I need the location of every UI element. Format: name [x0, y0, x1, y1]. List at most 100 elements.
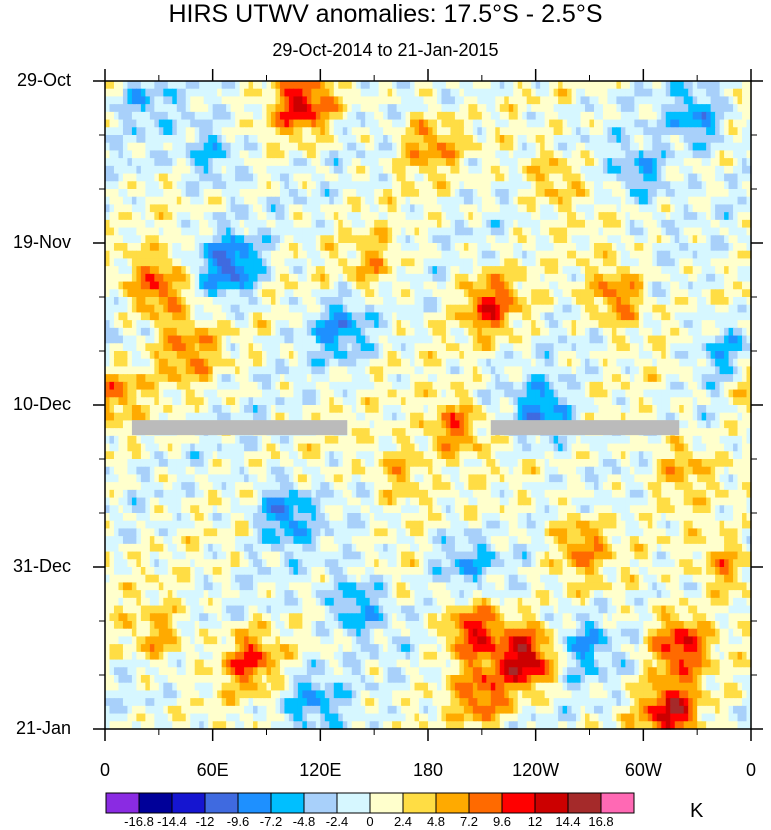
field-cell [360, 158, 366, 167]
field-cell [715, 165, 721, 175]
field-cell [392, 243, 398, 252]
field-cell [176, 243, 182, 252]
field-cell [661, 173, 667, 182]
field-cell [526, 297, 532, 306]
field-cell [598, 243, 604, 252]
field-cell [490, 150, 496, 159]
field-cell [149, 204, 155, 213]
field-cell [105, 104, 111, 113]
field-cell [522, 335, 528, 344]
field-cell [643, 235, 649, 244]
field-cell [629, 181, 635, 190]
field-cell [145, 227, 151, 236]
field-cell [401, 173, 407, 182]
field-cell [163, 88, 169, 98]
field-cell [602, 219, 609, 229]
field-cell [414, 111, 420, 121]
field-cell [432, 219, 438, 229]
field-cell [190, 196, 196, 206]
field-cell [396, 135, 402, 144]
field-cell [351, 266, 357, 275]
field-cell [580, 189, 586, 198]
field-cell [504, 181, 510, 190]
field-cell [706, 327, 712, 337]
field-cell [181, 111, 187, 121]
field-cell [634, 243, 640, 252]
field-cell [208, 227, 214, 236]
field-cell [423, 158, 429, 167]
field-cell [652, 119, 658, 128]
field-cell [306, 196, 312, 206]
field-cell [257, 173, 263, 182]
field-cell [208, 88, 214, 98]
field-cell [701, 327, 707, 337]
field-cell [410, 111, 416, 121]
field-cell [257, 343, 263, 352]
field-cell [670, 227, 676, 236]
field-cell [656, 119, 662, 128]
field-cell [306, 219, 312, 229]
field-cell [392, 289, 398, 298]
field-cell [172, 135, 178, 144]
field-cell [558, 266, 564, 275]
field-cell [279, 204, 286, 213]
field-cell [499, 304, 505, 314]
field-cell [593, 258, 600, 267]
field-cell [611, 289, 618, 298]
field-cell [338, 266, 344, 275]
field-cell [602, 289, 609, 298]
field-cell [477, 127, 483, 136]
field-cell [212, 111, 218, 121]
field-cell [625, 243, 631, 252]
field-cell [419, 250, 425, 260]
field-cell [540, 119, 546, 128]
field-cell [688, 88, 694, 98]
field-cell [558, 343, 564, 352]
field-cell [239, 142, 245, 152]
field-cell [652, 289, 658, 298]
field-cell [643, 327, 649, 337]
field-cell [423, 258, 429, 267]
field-cell [167, 335, 173, 344]
field-cell [490, 289, 496, 298]
field-cell [145, 250, 151, 260]
field-cell [679, 111, 685, 121]
field-cell [140, 165, 146, 175]
field-cell [199, 119, 205, 128]
field-cell [593, 88, 600, 98]
field-cell [105, 312, 111, 321]
field-cell [656, 173, 662, 182]
field-cell [576, 96, 582, 105]
field-cell [311, 219, 317, 229]
field-cell [118, 111, 124, 121]
field-cell [266, 142, 272, 152]
field-cell [419, 158, 425, 167]
field-cell [522, 135, 528, 144]
field-cell [571, 289, 577, 298]
field-cell [701, 281, 707, 290]
field-cell [154, 111, 160, 121]
field-cell [262, 312, 268, 321]
field-cell [643, 304, 649, 314]
field-cell [585, 304, 591, 314]
field-cell [163, 219, 169, 229]
field-cell [733, 281, 739, 290]
field-cell [504, 142, 510, 152]
field-cell [109, 235, 115, 244]
field-cell [688, 189, 694, 198]
field-cell [549, 204, 555, 213]
field-cell [131, 320, 138, 329]
field-cell [288, 150, 295, 159]
field-cell [315, 235, 321, 244]
field-cell [266, 88, 272, 98]
field-cell [643, 320, 649, 329]
field-cell [230, 142, 236, 152]
field-cell [710, 235, 716, 244]
field-cell [275, 304, 281, 314]
field-cell [199, 281, 205, 290]
field-cell [701, 173, 707, 182]
field-cell [288, 297, 295, 306]
field-cell [517, 281, 523, 290]
field-cell [683, 181, 689, 190]
field-cell [306, 119, 312, 128]
